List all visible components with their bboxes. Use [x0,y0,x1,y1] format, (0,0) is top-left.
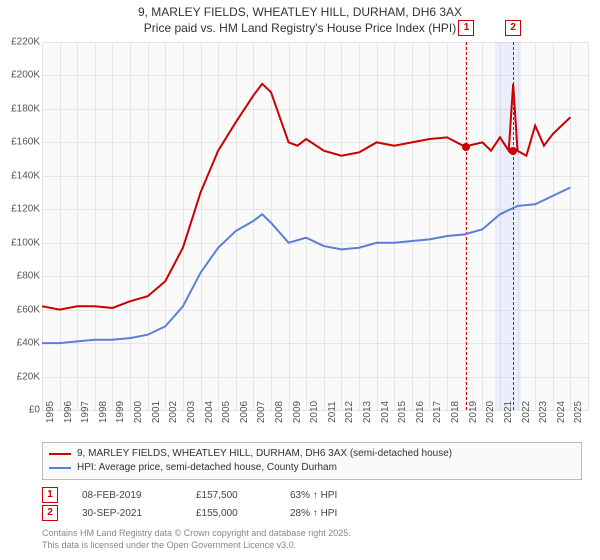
xtick-label: 2008 [274,401,285,423]
ytick-label: £40K [2,338,40,349]
event-n-box: 2 [42,505,58,521]
event-date: 08-FEB-2019 [82,490,172,501]
event-marker-box: 1 [458,20,474,36]
xtick-label: 2010 [309,401,320,423]
line-series-layer [42,42,588,410]
event-date: 30-SEP-2021 [82,508,172,519]
event-point [462,143,470,151]
title-line-1: 9, MARLEY FIELDS, WHEATLEY HILL, DURHAM,… [0,4,600,20]
chart-container: 9, MARLEY FIELDS, WHEATLEY HILL, DURHAM,… [0,0,600,560]
legend-swatch-hpi [49,467,71,469]
footer-line-2: This data is licensed under the Open Gov… [42,540,351,552]
ytick-label: £180K [2,103,40,114]
footer: Contains HM Land Registry data © Crown c… [42,528,351,551]
xtick-label: 1999 [115,401,126,423]
ytick-label: £20K [2,371,40,382]
xtick-label: 2021 [503,401,514,423]
ytick-label: £220K [2,37,40,48]
footer-line-1: Contains HM Land Registry data © Crown c… [42,528,351,540]
ytick-label: £60K [2,304,40,315]
xtick-label: 2007 [256,401,267,423]
xtick-label: 2017 [432,401,443,423]
legend-swatch-property [49,453,71,455]
event-n-box: 1 [42,487,58,503]
xtick-label: 2006 [239,401,250,423]
ytick-label: £120K [2,204,40,215]
xtick-label: 2019 [468,401,479,423]
legend-item-property: 9, MARLEY FIELDS, WHEATLEY HILL, DURHAM,… [49,447,575,461]
xtick-label: 2020 [485,401,496,423]
series-property [42,84,570,310]
xtick-label: 2016 [415,401,426,423]
ytick-label: £100K [2,237,40,248]
xtick-label: 1996 [63,401,74,423]
legend-label-hpi: HPI: Average price, semi-detached house,… [77,461,337,475]
event-marker-box: 2 [505,20,521,36]
event-row: 1 08-FEB-2019 £157,500 63% ↑ HPI [42,486,337,504]
xtick-label: 2012 [344,401,355,423]
plot-area: 12 [42,42,588,410]
event-pct: 63% ↑ HPI [290,490,337,501]
ytick-label: £0 [2,405,40,416]
xtick-label: 2014 [380,401,391,423]
xtick-label: 1997 [80,401,91,423]
xtick-label: 2002 [168,401,179,423]
xtick-label: 2018 [450,401,461,423]
xtick-label: 2000 [133,401,144,423]
events-table: 1 08-FEB-2019 £157,500 63% ↑ HPI 2 30-SEP-202… [42,486,337,522]
xtick-label: 2005 [221,401,232,423]
legend-label-property: 9, MARLEY FIELDS, WHEATLEY HILL, DURHAM,… [77,447,452,461]
event-row: 2 30-SEP-2021 £155,000 28% ↑ HPI [42,504,337,522]
xtick-label: 2003 [186,401,197,423]
xtick-label: 2025 [573,401,584,423]
event-point [509,147,517,155]
event-pct: 28% ↑ HPI [290,508,337,519]
ytick-label: £80K [2,271,40,282]
ytick-label: £140K [2,170,40,181]
legend-item-hpi: HPI: Average price, semi-detached house,… [49,461,575,475]
xtick-label: 2024 [556,401,567,423]
ytick-label: £160K [2,137,40,148]
xtick-label: 1995 [45,401,56,423]
xtick-label: 2004 [204,401,215,423]
xtick-label: 1998 [98,401,109,423]
event-price: £155,000 [196,508,266,519]
xtick-label: 2001 [151,401,162,423]
xtick-label: 2022 [521,401,532,423]
xtick-label: 2009 [292,401,303,423]
series-hpi [42,188,570,344]
xtick-label: 2015 [397,401,408,423]
ytick-label: £200K [2,70,40,81]
event-price: £157,500 [196,490,266,501]
xtick-label: 2011 [327,401,338,423]
xtick-label: 2013 [362,401,373,423]
xtick-label: 2023 [538,401,549,423]
legend: 9, MARLEY FIELDS, WHEATLEY HILL, DURHAM,… [42,442,582,480]
